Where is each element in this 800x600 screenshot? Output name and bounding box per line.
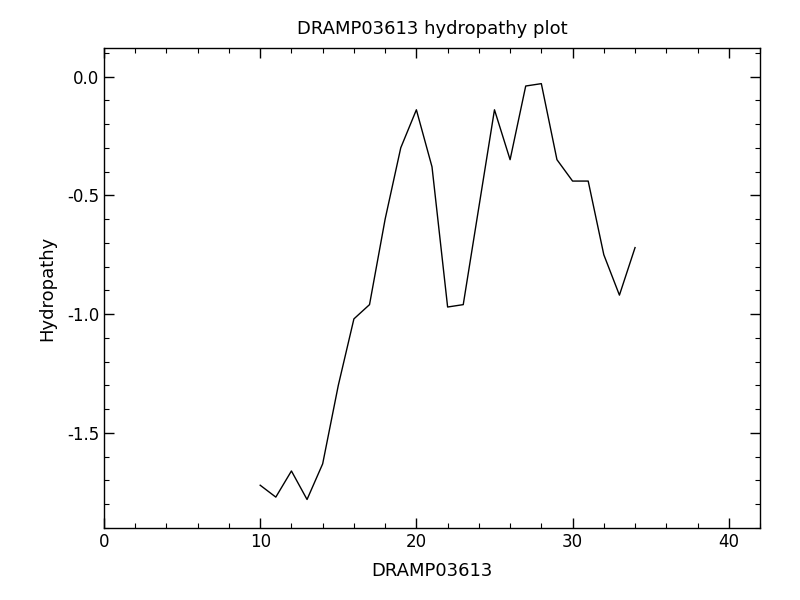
Title: DRAMP03613 hydropathy plot: DRAMP03613 hydropathy plot bbox=[297, 20, 567, 38]
Y-axis label: Hydropathy: Hydropathy bbox=[38, 235, 56, 341]
X-axis label: DRAMP03613: DRAMP03613 bbox=[371, 562, 493, 580]
